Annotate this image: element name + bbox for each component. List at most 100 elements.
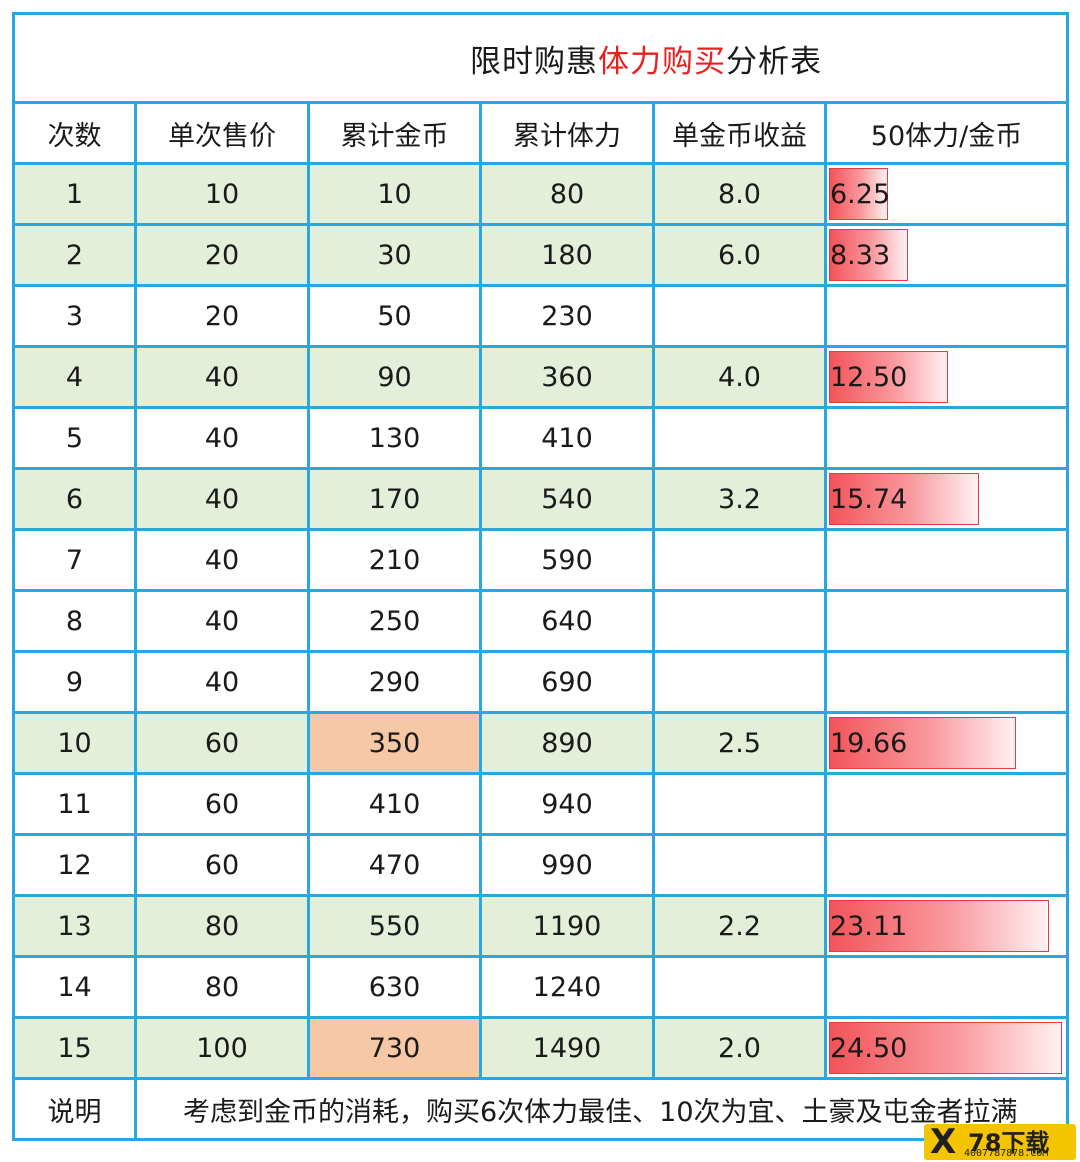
cell-ratio <box>824 955 1069 1019</box>
table-row: 1 10 10 80 8.0 6.25 <box>12 162 1069 226</box>
ratio-value: 24.50 <box>830 1032 908 1064</box>
cell-yield <box>652 772 827 836</box>
cell-coins: 470 <box>307 833 482 897</box>
cell-yield: 3.2 <box>652 467 827 531</box>
cell-ratio <box>824 528 1069 592</box>
cell-yield: 2.2 <box>652 894 827 958</box>
cell-ratio: 8.33 <box>824 223 1069 287</box>
ratio-value: 8.33 <box>830 239 891 271</box>
header-count: 次数 <box>12 101 137 165</box>
watermark-logo: X 78下载 4007787878.COM <box>924 1122 1076 1162</box>
cell-stamina: 410 <box>479 406 655 470</box>
cell-price: 40 <box>134 345 310 409</box>
cell-price: 80 <box>134 955 310 1019</box>
cell-price: 20 <box>134 223 310 287</box>
cell-ratio <box>824 772 1069 836</box>
ratio-value: 23.11 <box>830 910 908 942</box>
note-label: 说明 <box>12 1077 137 1141</box>
cell-price: 40 <box>134 406 310 470</box>
cell-coins: 550 <box>307 894 482 958</box>
table-row: 12 60 470 990 <box>12 833 1069 897</box>
ratio-value: 19.66 <box>830 727 908 759</box>
ratio-bar <box>829 717 1016 769</box>
title-part-3: 分析表 <box>726 43 822 80</box>
cell-stamina: 1190 <box>479 894 655 958</box>
cell-ratio <box>824 406 1069 470</box>
cell-price: 40 <box>134 650 310 714</box>
cell-coins: 130 <box>307 406 482 470</box>
ratio-bar <box>829 229 908 281</box>
cell-yield: 2.0 <box>652 1016 827 1080</box>
cell-count: 15 <box>12 1016 137 1080</box>
cell-stamina: 640 <box>479 589 655 653</box>
table-row: 14 80 630 1240 <box>12 955 1069 1019</box>
analysis-table: 限时购惠体力购买分析表 次数 单次售价 累计金币 累计体力 单金币收益 50体力… <box>12 12 1069 1141</box>
cell-coins: 250 <box>307 589 482 653</box>
cell-count: 2 <box>12 223 137 287</box>
cell-ratio <box>824 589 1069 653</box>
cell-coins: 210 <box>307 528 482 592</box>
cell-yield: 4.0 <box>652 345 827 409</box>
cell-ratio: 24.50 <box>824 1016 1069 1080</box>
table-row: 4 40 90 360 4.0 12.50 <box>12 345 1069 409</box>
cell-count: 5 <box>12 406 137 470</box>
cell-count: 6 <box>12 467 137 531</box>
cell-yield <box>652 284 827 348</box>
ratio-bar <box>829 900 1049 952</box>
cell-price: 80 <box>134 894 310 958</box>
table-row: 8 40 250 640 <box>12 589 1069 653</box>
cell-count: 3 <box>12 284 137 348</box>
cell-price: 100 <box>134 1016 310 1080</box>
cell-coins: 290 <box>307 650 482 714</box>
page-title: 限时购惠体力购买分析表 <box>470 36 822 81</box>
ratio-bar <box>829 168 888 220</box>
cell-coins: 410 <box>307 772 482 836</box>
cell-price: 20 <box>134 284 310 348</box>
cell-count: 8 <box>12 589 137 653</box>
ratio-value: 12.50 <box>830 361 908 393</box>
cell-count: 9 <box>12 650 137 714</box>
cell-yield <box>652 955 827 1019</box>
ratio-bar <box>829 1022 1062 1074</box>
cell-count: 13 <box>12 894 137 958</box>
cell-coins: 90 <box>307 345 482 409</box>
cell-ratio: 19.66 <box>824 711 1069 775</box>
cell-coins: 170 <box>307 467 482 531</box>
header-ratio: 50体力/金币 <box>824 101 1069 165</box>
cell-ratio <box>824 650 1069 714</box>
cell-coins: 730 <box>307 1016 482 1080</box>
cell-yield <box>652 528 827 592</box>
logo-x-mark: X <box>930 1122 957 1162</box>
cell-stamina: 990 <box>479 833 655 897</box>
title-part-highlight: 体力购买 <box>598 43 726 80</box>
ratio-value: 6.25 <box>830 178 891 210</box>
cell-stamina: 230 <box>479 284 655 348</box>
cell-count: 10 <box>12 711 137 775</box>
table-row: 6 40 170 540 3.2 15.74 <box>12 467 1069 531</box>
table-row: 7 40 210 590 <box>12 528 1069 592</box>
logo-site: 4007787878.COM <box>964 1148 1049 1159</box>
cell-stamina: 690 <box>479 650 655 714</box>
table-row: 3 20 50 230 <box>12 284 1069 348</box>
cell-coins: 50 <box>307 284 482 348</box>
ratio-bar <box>829 351 948 403</box>
cell-coins: 350 <box>307 711 482 775</box>
cell-count: 11 <box>12 772 137 836</box>
cell-coins: 30 <box>307 223 482 287</box>
title-part-1: 限时购惠 <box>470 43 598 80</box>
table-row: 10 60 350 890 2.5 19.66 <box>12 711 1069 775</box>
cell-price: 40 <box>134 467 310 531</box>
title-cell: 限时购惠体力购买分析表 <box>12 12 1069 104</box>
cell-price: 40 <box>134 528 310 592</box>
cell-price: 40 <box>134 589 310 653</box>
cell-ratio: 15.74 <box>824 467 1069 531</box>
cell-yield <box>652 589 827 653</box>
cell-stamina: 1490 <box>479 1016 655 1080</box>
cell-coins: 10 <box>307 162 482 226</box>
cell-yield <box>652 406 827 470</box>
table-row: 15 100 730 1490 2.0 24.50 <box>12 1016 1069 1080</box>
cell-count: 7 <box>12 528 137 592</box>
cell-stamina: 590 <box>479 528 655 592</box>
cell-count: 12 <box>12 833 137 897</box>
header-row: 次数 单次售价 累计金币 累计体力 单金币收益 50体力/金币 <box>12 101 1069 165</box>
